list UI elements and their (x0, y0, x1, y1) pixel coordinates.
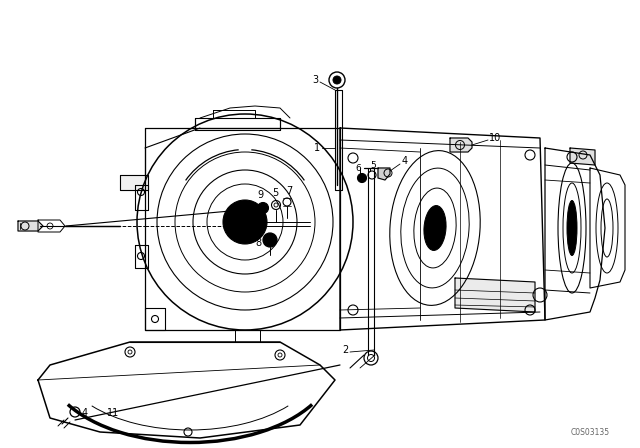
Text: 5: 5 (370, 160, 376, 169)
Text: 5: 5 (272, 188, 278, 198)
Polygon shape (18, 221, 43, 231)
Text: 6: 6 (355, 164, 361, 172)
Text: 11: 11 (107, 408, 119, 418)
Circle shape (257, 202, 269, 214)
Text: 4: 4 (402, 156, 408, 166)
Polygon shape (120, 175, 148, 190)
Circle shape (263, 233, 277, 247)
Polygon shape (450, 138, 472, 152)
Circle shape (223, 200, 267, 244)
Text: 10: 10 (489, 133, 501, 143)
Text: 8: 8 (255, 238, 261, 248)
Text: 1: 1 (314, 143, 320, 153)
Text: 7: 7 (286, 186, 292, 196)
Circle shape (333, 76, 341, 84)
Ellipse shape (424, 206, 446, 250)
Polygon shape (378, 168, 390, 180)
Circle shape (358, 173, 367, 182)
Polygon shape (570, 148, 595, 165)
Ellipse shape (567, 201, 577, 255)
Text: 4: 4 (82, 408, 88, 418)
Text: C0S03135: C0S03135 (570, 427, 609, 436)
Text: 9: 9 (257, 190, 263, 200)
Polygon shape (455, 278, 535, 312)
Text: 2: 2 (342, 345, 348, 355)
Text: 3: 3 (312, 75, 318, 85)
